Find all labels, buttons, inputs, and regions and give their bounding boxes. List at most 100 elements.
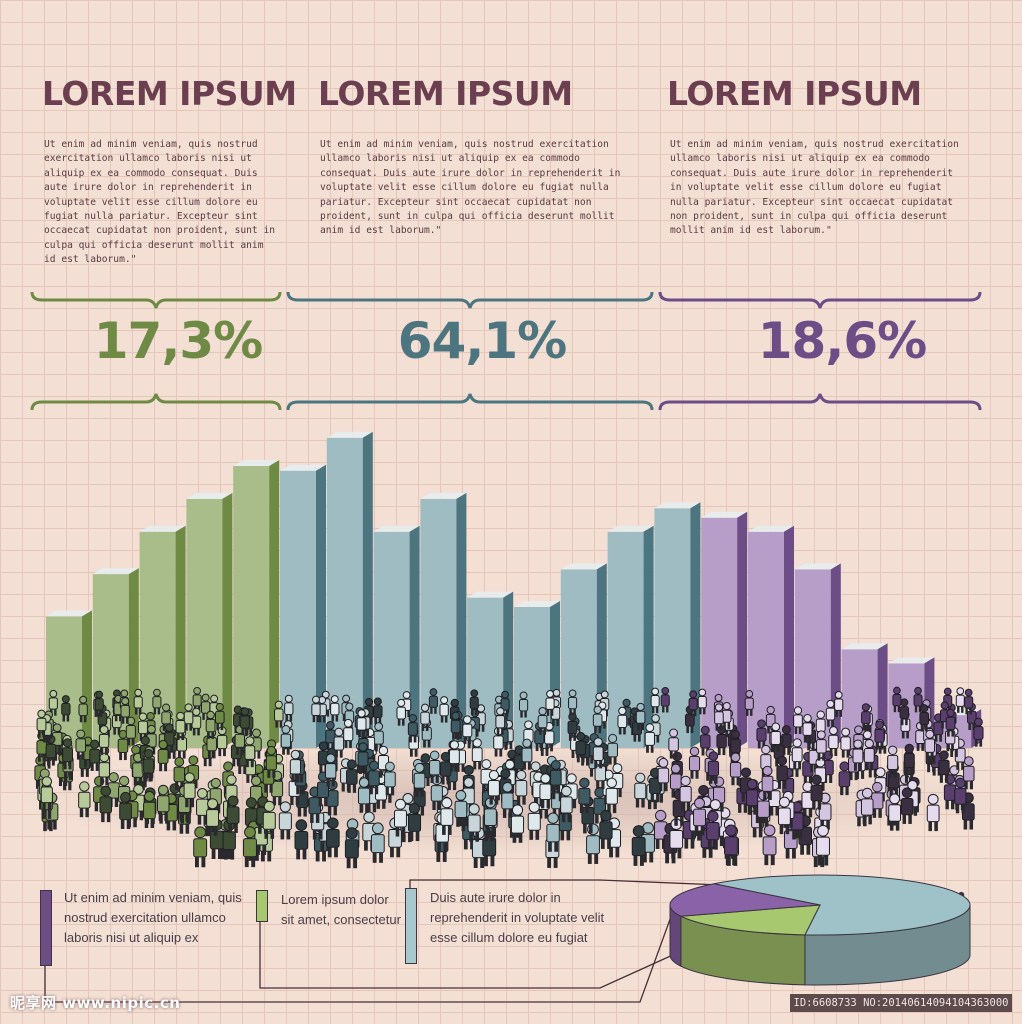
crowd-person	[175, 711, 186, 741]
crowd-person	[193, 826, 208, 868]
crowd-person	[429, 750, 441, 784]
crowd-person	[183, 703, 194, 731]
bar-side	[409, 525, 420, 748]
pie-slice-1	[713, 874, 971, 936]
legend-swatch-purple	[40, 890, 52, 966]
crowd-person	[963, 756, 975, 790]
bar-front	[748, 531, 784, 748]
crowd-person	[205, 710, 216, 739]
crowd-person	[578, 777, 591, 814]
crowd-person	[373, 697, 383, 725]
crowd-person	[515, 769, 528, 805]
crowd-person	[899, 698, 909, 726]
column-1-title: LOREM IPSUM	[42, 74, 297, 113]
bar-side	[82, 610, 92, 748]
crowd-person	[439, 696, 449, 723]
crowd-person	[420, 703, 430, 732]
crowd-person	[926, 793, 940, 832]
crowd-person	[368, 760, 380, 795]
crowd-person	[706, 810, 720, 850]
crowd-person	[861, 703, 871, 731]
crowd-person	[644, 723, 655, 753]
crowd-person	[469, 689, 479, 716]
crowd-person	[575, 731, 587, 763]
crowd-person	[265, 745, 277, 778]
crowd-person	[428, 688, 438, 714]
bar-side	[362, 431, 373, 748]
bar-3	[139, 525, 186, 748]
crowd-person	[714, 703, 724, 731]
crowd-person	[240, 707, 250, 736]
crowd-person	[94, 690, 104, 717]
crowd-person	[617, 706, 628, 735]
bar-top	[748, 525, 794, 532]
crowd-person	[592, 705, 603, 734]
crowd-person	[838, 761, 851, 796]
crowd-person	[762, 824, 777, 866]
percent-group-1: 17,3%	[93, 312, 263, 370]
bar-side	[737, 511, 748, 748]
crowd-person	[550, 760, 562, 794]
brace-top-1	[30, 291, 282, 309]
bar-top	[841, 643, 888, 650]
bar-side	[643, 525, 654, 748]
crowd-person	[761, 765, 774, 800]
crowd-person	[214, 702, 225, 731]
crowd-person	[78, 781, 91, 818]
crowd-person	[143, 791, 156, 828]
crowd-person	[454, 790, 468, 827]
crowd-person	[825, 699, 836, 727]
crowd-person	[284, 694, 294, 722]
crowd-person	[791, 738, 803, 770]
bar-top	[467, 591, 514, 598]
bar-top	[139, 525, 186, 532]
crowd-person	[913, 686, 923, 713]
crowd-person	[161, 703, 171, 731]
crowd-person	[635, 702, 646, 731]
crowd-person	[462, 715, 473, 745]
crowd-person	[746, 779, 759, 815]
crowd-person	[954, 777, 967, 814]
crowd-person	[834, 690, 844, 717]
crowd-person	[871, 781, 884, 818]
crowd-figures	[34, 686, 984, 869]
crowd-person	[89, 739, 101, 771]
bar-front	[654, 508, 691, 748]
crowd-person	[688, 690, 698, 717]
bar-top	[794, 563, 841, 570]
crowd-person	[45, 734, 57, 766]
crowd-person	[840, 727, 851, 758]
crowd-person	[586, 823, 600, 864]
bar-top	[888, 657, 935, 664]
bar-top	[560, 563, 607, 570]
crowd-person	[816, 730, 827, 761]
column-3-title: LOREM IPSUM	[667, 74, 922, 113]
crowd-person	[697, 688, 707, 715]
crowd-person	[120, 697, 130, 724]
crowd-person	[326, 817, 340, 858]
crowd-person	[938, 750, 950, 783]
crowd-person	[964, 688, 974, 715]
crowd-person	[173, 756, 186, 791]
crowd-person	[62, 738, 74, 770]
bar-top	[607, 525, 654, 532]
crowd-person	[36, 709, 47, 738]
crowd-person	[78, 695, 88, 723]
crowd-person	[487, 769, 500, 805]
crowd-person	[724, 824, 738, 866]
crowd-person	[688, 746, 701, 779]
crowd-person	[206, 798, 220, 836]
percent-group-3: 18,6%	[757, 312, 927, 370]
crowd-person	[450, 711, 461, 740]
bar-front	[560, 569, 597, 748]
crowd-person	[243, 826, 257, 868]
crowd-person	[471, 738, 483, 770]
crowd-person	[756, 719, 767, 749]
bar-side	[316, 464, 326, 748]
bar-top	[280, 464, 326, 471]
crowd-person	[393, 798, 407, 837]
bar-top	[233, 460, 280, 466]
crowd-person	[500, 690, 510, 717]
crowd-person	[333, 727, 345, 758]
crowd-person	[793, 706, 803, 734]
